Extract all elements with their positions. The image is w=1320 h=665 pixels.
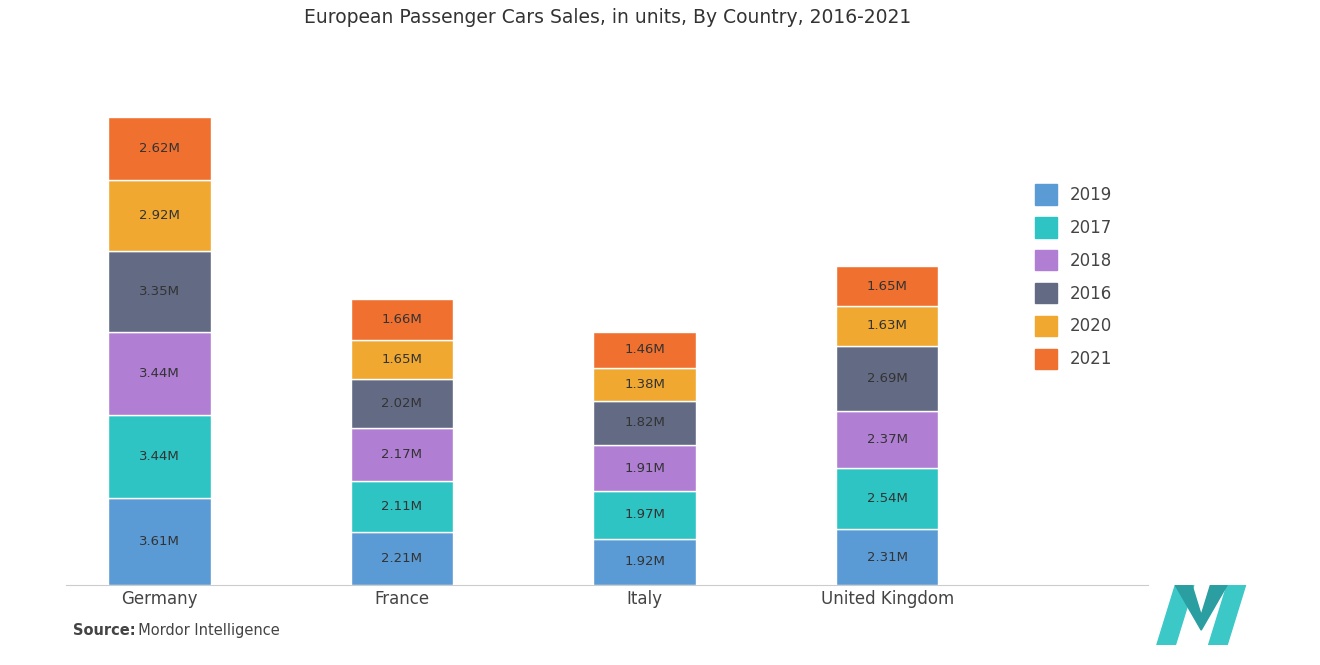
Bar xyxy=(351,428,453,481)
Polygon shape xyxy=(1156,585,1193,645)
Bar xyxy=(836,468,939,529)
Bar xyxy=(593,539,696,585)
Text: 2.31M: 2.31M xyxy=(867,551,908,564)
Bar xyxy=(108,116,211,180)
Text: 2.37M: 2.37M xyxy=(867,433,908,446)
Text: 2.92M: 2.92M xyxy=(139,209,180,221)
Text: Source:: Source: xyxy=(73,623,135,638)
Text: 1.66M: 1.66M xyxy=(381,313,422,326)
Text: 1.65M: 1.65M xyxy=(867,280,908,293)
Polygon shape xyxy=(1175,585,1228,630)
Bar xyxy=(593,368,696,401)
Text: 3.44M: 3.44M xyxy=(139,450,180,463)
Bar xyxy=(108,332,211,415)
Text: 2.69M: 2.69M xyxy=(867,372,908,384)
Text: 3.61M: 3.61M xyxy=(139,535,180,548)
Text: 2.21M: 2.21M xyxy=(381,552,422,565)
Bar xyxy=(836,266,939,306)
Bar xyxy=(593,332,696,368)
Bar xyxy=(351,380,453,428)
Bar xyxy=(351,299,453,340)
Bar xyxy=(108,498,211,585)
Polygon shape xyxy=(1209,585,1246,645)
Bar xyxy=(593,491,696,539)
Bar xyxy=(593,445,696,491)
Text: 1.65M: 1.65M xyxy=(381,353,422,366)
Text: 1.38M: 1.38M xyxy=(624,378,665,391)
Text: 1.46M: 1.46M xyxy=(624,343,665,356)
Text: 1.63M: 1.63M xyxy=(867,319,908,332)
Text: 1.82M: 1.82M xyxy=(624,416,665,430)
Text: 1.92M: 1.92M xyxy=(624,555,665,569)
Bar xyxy=(836,410,939,468)
Text: 1.91M: 1.91M xyxy=(624,462,665,475)
Bar xyxy=(836,529,939,585)
Bar xyxy=(836,306,939,346)
Bar xyxy=(351,340,453,380)
Text: 2.62M: 2.62M xyxy=(139,142,180,155)
Text: Mordor Intelligence: Mordor Intelligence xyxy=(129,623,280,638)
Bar xyxy=(108,251,211,332)
Text: 3.44M: 3.44M xyxy=(139,366,180,380)
Text: 2.02M: 2.02M xyxy=(381,397,422,410)
Bar xyxy=(351,532,453,585)
Bar xyxy=(593,401,696,445)
Title: European Passenger Cars Sales, in units, By Country, 2016-2021: European Passenger Cars Sales, in units,… xyxy=(304,7,911,27)
Bar xyxy=(351,481,453,532)
Bar xyxy=(108,415,211,498)
Text: 2.17M: 2.17M xyxy=(381,448,422,461)
Bar xyxy=(836,346,939,410)
Text: 2.11M: 2.11M xyxy=(381,499,422,513)
Text: 1.97M: 1.97M xyxy=(624,509,665,521)
Legend: 2019, 2017, 2018, 2016, 2020, 2021: 2019, 2017, 2018, 2016, 2020, 2021 xyxy=(1027,176,1121,377)
Bar xyxy=(108,180,211,251)
Text: 2.54M: 2.54M xyxy=(867,492,908,505)
Text: 3.35M: 3.35M xyxy=(139,285,180,297)
